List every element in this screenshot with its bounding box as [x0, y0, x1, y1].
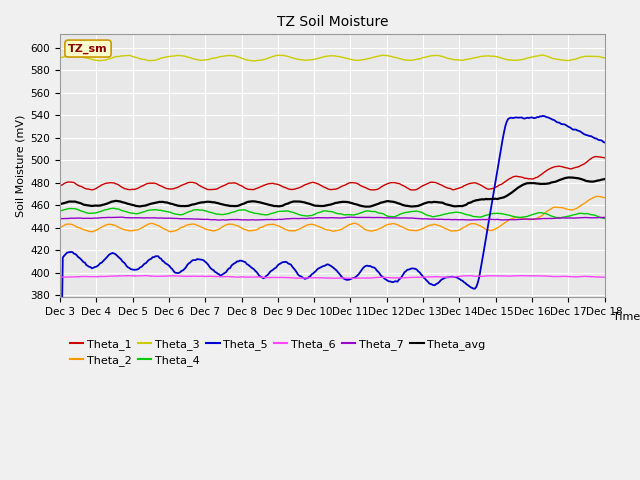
Theta_3 [276, 52, 284, 58]
Line: Theta_3: Theta_3 [60, 55, 612, 61]
Theta_avg [608, 175, 616, 180]
Theta_3 [456, 57, 463, 63]
Text: TZ_sm: TZ_sm [68, 43, 108, 54]
Theta_7 [56, 216, 64, 221]
Theta_1 [403, 185, 411, 191]
Theta_1 [459, 184, 467, 190]
Theta_3 [123, 53, 131, 59]
Theta_5 [403, 267, 411, 273]
Theta_1 [123, 186, 131, 192]
Theta_4 [56, 208, 64, 214]
Theta_7 [347, 214, 355, 220]
Theta_4 [601, 216, 609, 221]
Theta_2 [56, 225, 64, 230]
Theta_avg [565, 175, 573, 180]
Title: TZ Soil Moisture: TZ Soil Moisture [276, 15, 388, 29]
Theta_6 [608, 274, 616, 280]
Theta_2 [459, 225, 467, 231]
Theta_1 [593, 154, 600, 159]
Theta_4 [456, 210, 463, 216]
Theta_avg [365, 204, 372, 210]
Theta_7 [406, 215, 414, 221]
Theta_2 [276, 224, 284, 229]
Theta_3 [459, 58, 467, 63]
Theta_6 [347, 276, 355, 281]
Theta_7 [237, 217, 245, 223]
Theta_2 [237, 225, 245, 231]
Line: Theta_4: Theta_4 [60, 208, 612, 218]
Theta_1 [608, 156, 616, 161]
Y-axis label: Soil Moisture (mV): Soil Moisture (mV) [15, 115, 25, 217]
Theta_4 [608, 215, 616, 220]
Line: Theta_1: Theta_1 [60, 156, 612, 190]
Theta_5 [454, 276, 462, 281]
Theta_6 [458, 274, 465, 279]
Theta_3 [404, 57, 412, 63]
Theta_4 [404, 209, 412, 215]
Theta_2 [608, 197, 616, 203]
Theta_5 [608, 372, 616, 378]
Theta_7 [123, 215, 131, 220]
Theta_1 [409, 187, 417, 193]
Line: Theta_5: Theta_5 [60, 116, 612, 444]
Theta_avg [56, 201, 64, 207]
Theta_5 [275, 262, 282, 267]
Theta_avg [123, 201, 131, 206]
Theta_avg [236, 202, 244, 208]
Theta_4 [276, 208, 284, 214]
Theta_7 [215, 217, 223, 223]
Theta_6 [406, 275, 414, 280]
Theta_3 [56, 55, 64, 60]
Theta_6 [237, 274, 245, 280]
Theta_3 [252, 58, 259, 64]
Theta_2 [595, 193, 602, 199]
Theta_6 [460, 273, 468, 279]
X-axis label: Time: Time [613, 312, 640, 322]
Theta_7 [276, 216, 284, 222]
Theta_2 [123, 228, 131, 233]
Theta_avg [404, 203, 412, 209]
Theta_6 [56, 274, 64, 280]
Theta_7 [460, 217, 468, 223]
Theta_5 [236, 258, 244, 264]
Line: Theta_2: Theta_2 [60, 196, 612, 232]
Theta_6 [142, 273, 150, 278]
Legend: Theta_1, Theta_2, Theta_3, Theta_4, Theta_5, Theta_6, Theta_7, Theta_avg: Theta_1, Theta_2, Theta_3, Theta_4, Thet… [65, 335, 490, 371]
Theta_2 [404, 227, 412, 233]
Theta_avg [459, 203, 467, 209]
Theta_1 [236, 182, 244, 188]
Theta_3 [539, 52, 547, 58]
Theta_4 [110, 205, 118, 211]
Line: Theta_7: Theta_7 [60, 217, 612, 220]
Theta_2 [456, 227, 463, 233]
Theta_7 [608, 215, 616, 220]
Theta_4 [459, 210, 467, 216]
Theta_5 [123, 263, 131, 269]
Theta_7 [458, 216, 465, 222]
Theta_4 [124, 209, 132, 215]
Theta_3 [608, 56, 616, 62]
Theta_4 [237, 207, 245, 213]
Theta_1 [275, 182, 282, 188]
Theta_1 [456, 185, 463, 191]
Theta_avg [456, 203, 463, 209]
Theta_5 [56, 442, 64, 447]
Theta_5 [458, 277, 465, 283]
Theta_3 [236, 55, 244, 60]
Line: Theta_6: Theta_6 [60, 276, 612, 278]
Line: Theta_avg: Theta_avg [60, 178, 612, 207]
Theta_5 [539, 113, 547, 119]
Theta_6 [276, 275, 284, 280]
Theta_1 [56, 183, 64, 189]
Theta_6 [123, 273, 131, 278]
Theta_2 [167, 229, 175, 235]
Theta_avg [275, 204, 282, 209]
